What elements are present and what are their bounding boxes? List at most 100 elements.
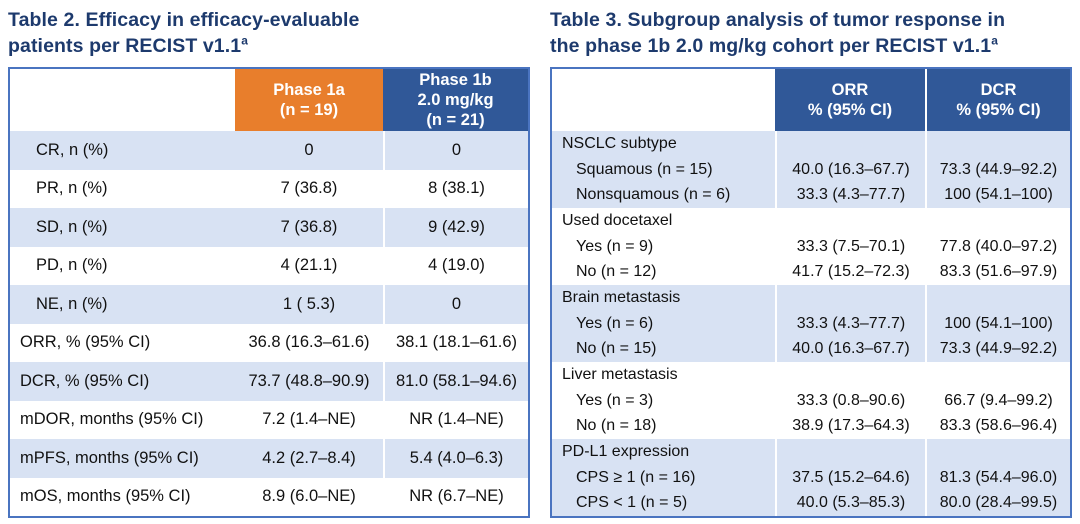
row-label: No (n = 15) [576,340,657,358]
dcr-value: 73.3 (44.9–92.2) [925,336,1070,363]
orr-value [775,285,925,311]
phase1a-value: 7.2 (1.4–NE) [262,410,356,429]
row-label: NE, n (%) [36,294,108,313]
orr-value [775,208,925,234]
row-label: Yes (n = 6) [576,314,654,332]
table2-title-footnote-marker: a [241,33,249,48]
row-label: mOS, months (95% CI) [20,487,191,506]
group-header-row: Brain metastasis [552,285,1070,311]
row-label: Squamous (n = 15) [576,160,713,178]
dcr-value: 83.3 (58.6–96.4) [925,413,1070,440]
table3-header-dcr: DCR % (95% CI) [925,69,1070,131]
table-row: PR, n (%) 7 (36.8) 8 (38.1) [10,169,528,208]
row-label: Yes (n = 3) [576,391,654,409]
table3-header-empty-cell [552,69,775,131]
table-row: CPS ≥ 1 (n = 16) 37.5 (15.2–64.6) 81.3 (… [552,464,1070,491]
phase1b-value: 81.0 (58.1–94.6) [383,362,528,401]
row-label: DCR, % (95% CI) [20,371,150,390]
group-label: Used docetaxel [562,211,673,229]
phase1b-value: 5.4 (4.0–6.3) [383,439,528,478]
phase1a-value: 0 [304,140,314,159]
row-label: SD, n (%) [36,217,108,236]
table2-header-phase1b: Phase 1b 2.0 mg/kg (n = 21) [383,69,528,131]
table3-header-orr: ORR % (95% CI) [775,69,925,131]
table2-efficacy: Phase 1a (n = 19) Phase 1b 2.0 mg/kg (n … [8,67,530,518]
row-label: mPFS, months (95% CI) [20,448,199,467]
phase1b-value: 8 (38.1) [383,169,528,208]
dcr-value: 100 (54.1–100) [925,182,1070,209]
phase1a-value: 7 (36.8) [280,217,338,236]
table2-body: CR, n (%) 0 0 PR, n (%) 7 (36.8) 8 (38.1… [10,131,528,516]
table3-header-row: ORR % (95% CI) DCR % (95% CI) [552,69,1070,131]
phase1a-value: 1 ( 5.3) [282,294,336,313]
dcr-value: 100 (54.1–100) [925,310,1070,337]
orr-value: 38.9 (17.3–64.3) [775,413,925,440]
group-label: NSCLC subtype [562,134,677,152]
dcr-value: 73.3 (44.9–92.2) [925,156,1070,183]
row-label: mDOR, months (95% CI) [20,410,204,429]
row-label: CR, n (%) [36,140,109,159]
orr-value: 40.0 (5.3–85.3) [775,490,925,517]
phase1a-value: 73.7 (48.8–90.9) [248,371,370,390]
table3-section: Table 3. Subgroup analysis of tumor resp… [550,7,1074,59]
table-row: No (n = 15) 40.0 (16.3–67.7) 73.3 (44.9–… [552,336,1070,363]
table3-body: NSCLC subtype Squamous (n = 15) 40.0 (16… [552,131,1070,517]
table2-header-phase1a: Phase 1a (n = 19) [235,69,383,131]
phase1a-value: 36.8 (16.3–61.6) [248,333,370,352]
dcr-value: 81.3 (54.4–96.0) [925,464,1070,491]
phase1b-value: 0 [383,131,528,170]
row-label: Nonsquamous (n = 6) [576,186,731,204]
orr-value: 40.0 (16.3–67.7) [775,156,925,183]
phase1a-value: 8.9 (6.0–NE) [262,487,356,506]
phase1b-value: NR (6.7–NE) [383,477,528,516]
orr-value: 37.5 (15.2–64.6) [775,464,925,491]
table-row: CPS < 1 (n = 5) 40.0 (5.3–85.3) 80.0 (28… [552,490,1070,517]
table-row: mOS, months (95% CI) 8.9 (6.0–NE) NR (6.… [10,477,528,516]
orr-value: 40.0 (16.3–67.7) [775,336,925,363]
table-row: DCR, % (95% CI) 73.7 (48.8–90.9) 81.0 (5… [10,362,528,401]
table-row: Squamous (n = 15) 40.0 (16.3–67.7) 73.3 … [552,156,1070,183]
table-row: No (n = 12) 41.7 (15.2–72.3) 83.3 (51.6–… [552,259,1070,286]
dcr-value: 77.8 (40.0–97.2) [925,233,1070,260]
orr-value [775,362,925,388]
orr-value [775,131,925,157]
table2-section: Table 2. Efficacy in efficacy-evaluable … [8,7,530,59]
dcr-value: 66.7 (9.4–99.2) [925,387,1070,414]
phase1b-value: 4 (19.0) [383,246,528,285]
dcr-value [925,131,1070,157]
table-row: PD, n (%) 4 (21.1) 4 (19.0) [10,246,528,285]
row-label: PR, n (%) [36,179,108,198]
table-row: SD, n (%) 7 (36.8) 9 (42.9) [10,208,528,247]
phase1b-value: 9 (42.9) [383,208,528,247]
row-label: ORR, % (95% CI) [20,333,151,352]
phase1a-value: 4.2 (2.7–8.4) [262,448,356,467]
phase1b-value: 38.1 (18.1–61.6) [383,323,528,362]
phase1b-value: 0 [383,285,528,324]
phase1a-value: 4 (21.1) [280,256,338,275]
table-row: mDOR, months (95% CI) 7.2 (1.4–NE) NR (1… [10,400,528,439]
orr-value: 41.7 (15.2–72.3) [775,259,925,286]
table2-header-empty-cell [10,69,235,131]
table-row: ORR, % (95% CI) 36.8 (16.3–61.6) 38.1 (1… [10,323,528,362]
row-label: Yes (n = 9) [576,237,654,255]
orr-value: 33.3 (0.8–90.6) [775,387,925,414]
table2-title-text: Table 2. Efficacy in efficacy-evaluable … [8,9,360,57]
phase1a-value: 7 (36.8) [280,179,338,198]
row-label: No (n = 12) [576,263,657,281]
orr-value: 33.3 (7.5–70.1) [775,233,925,260]
table3-title-text: Table 3. Subgroup analysis of tumor resp… [550,9,1006,57]
table-row: Yes (n = 6) 33.3 (4.3–77.7) 100 (54.1–10… [552,310,1070,337]
orr-value [775,439,925,465]
dcr-value: 80.0 (28.4–99.5) [925,490,1070,517]
dcr-value [925,362,1070,388]
dcr-value [925,439,1070,465]
table-row: NE, n (%) 1 ( 5.3) 0 [10,285,528,324]
orr-value: 33.3 (4.3–77.7) [775,182,925,209]
table2-header-row: Phase 1a (n = 19) Phase 1b 2.0 mg/kg (n … [10,69,528,131]
group-label: PD-L1 expression [562,442,690,460]
table-row: Yes (n = 3) 33.3 (0.8–90.6) 66.7 (9.4–99… [552,387,1070,414]
group-label: Brain metastasis [562,288,681,306]
table3-title: Table 3. Subgroup analysis of tumor resp… [550,7,1074,59]
row-label: CPS ≥ 1 (n = 16) [576,468,696,486]
group-header-row: NSCLC subtype [552,131,1070,157]
